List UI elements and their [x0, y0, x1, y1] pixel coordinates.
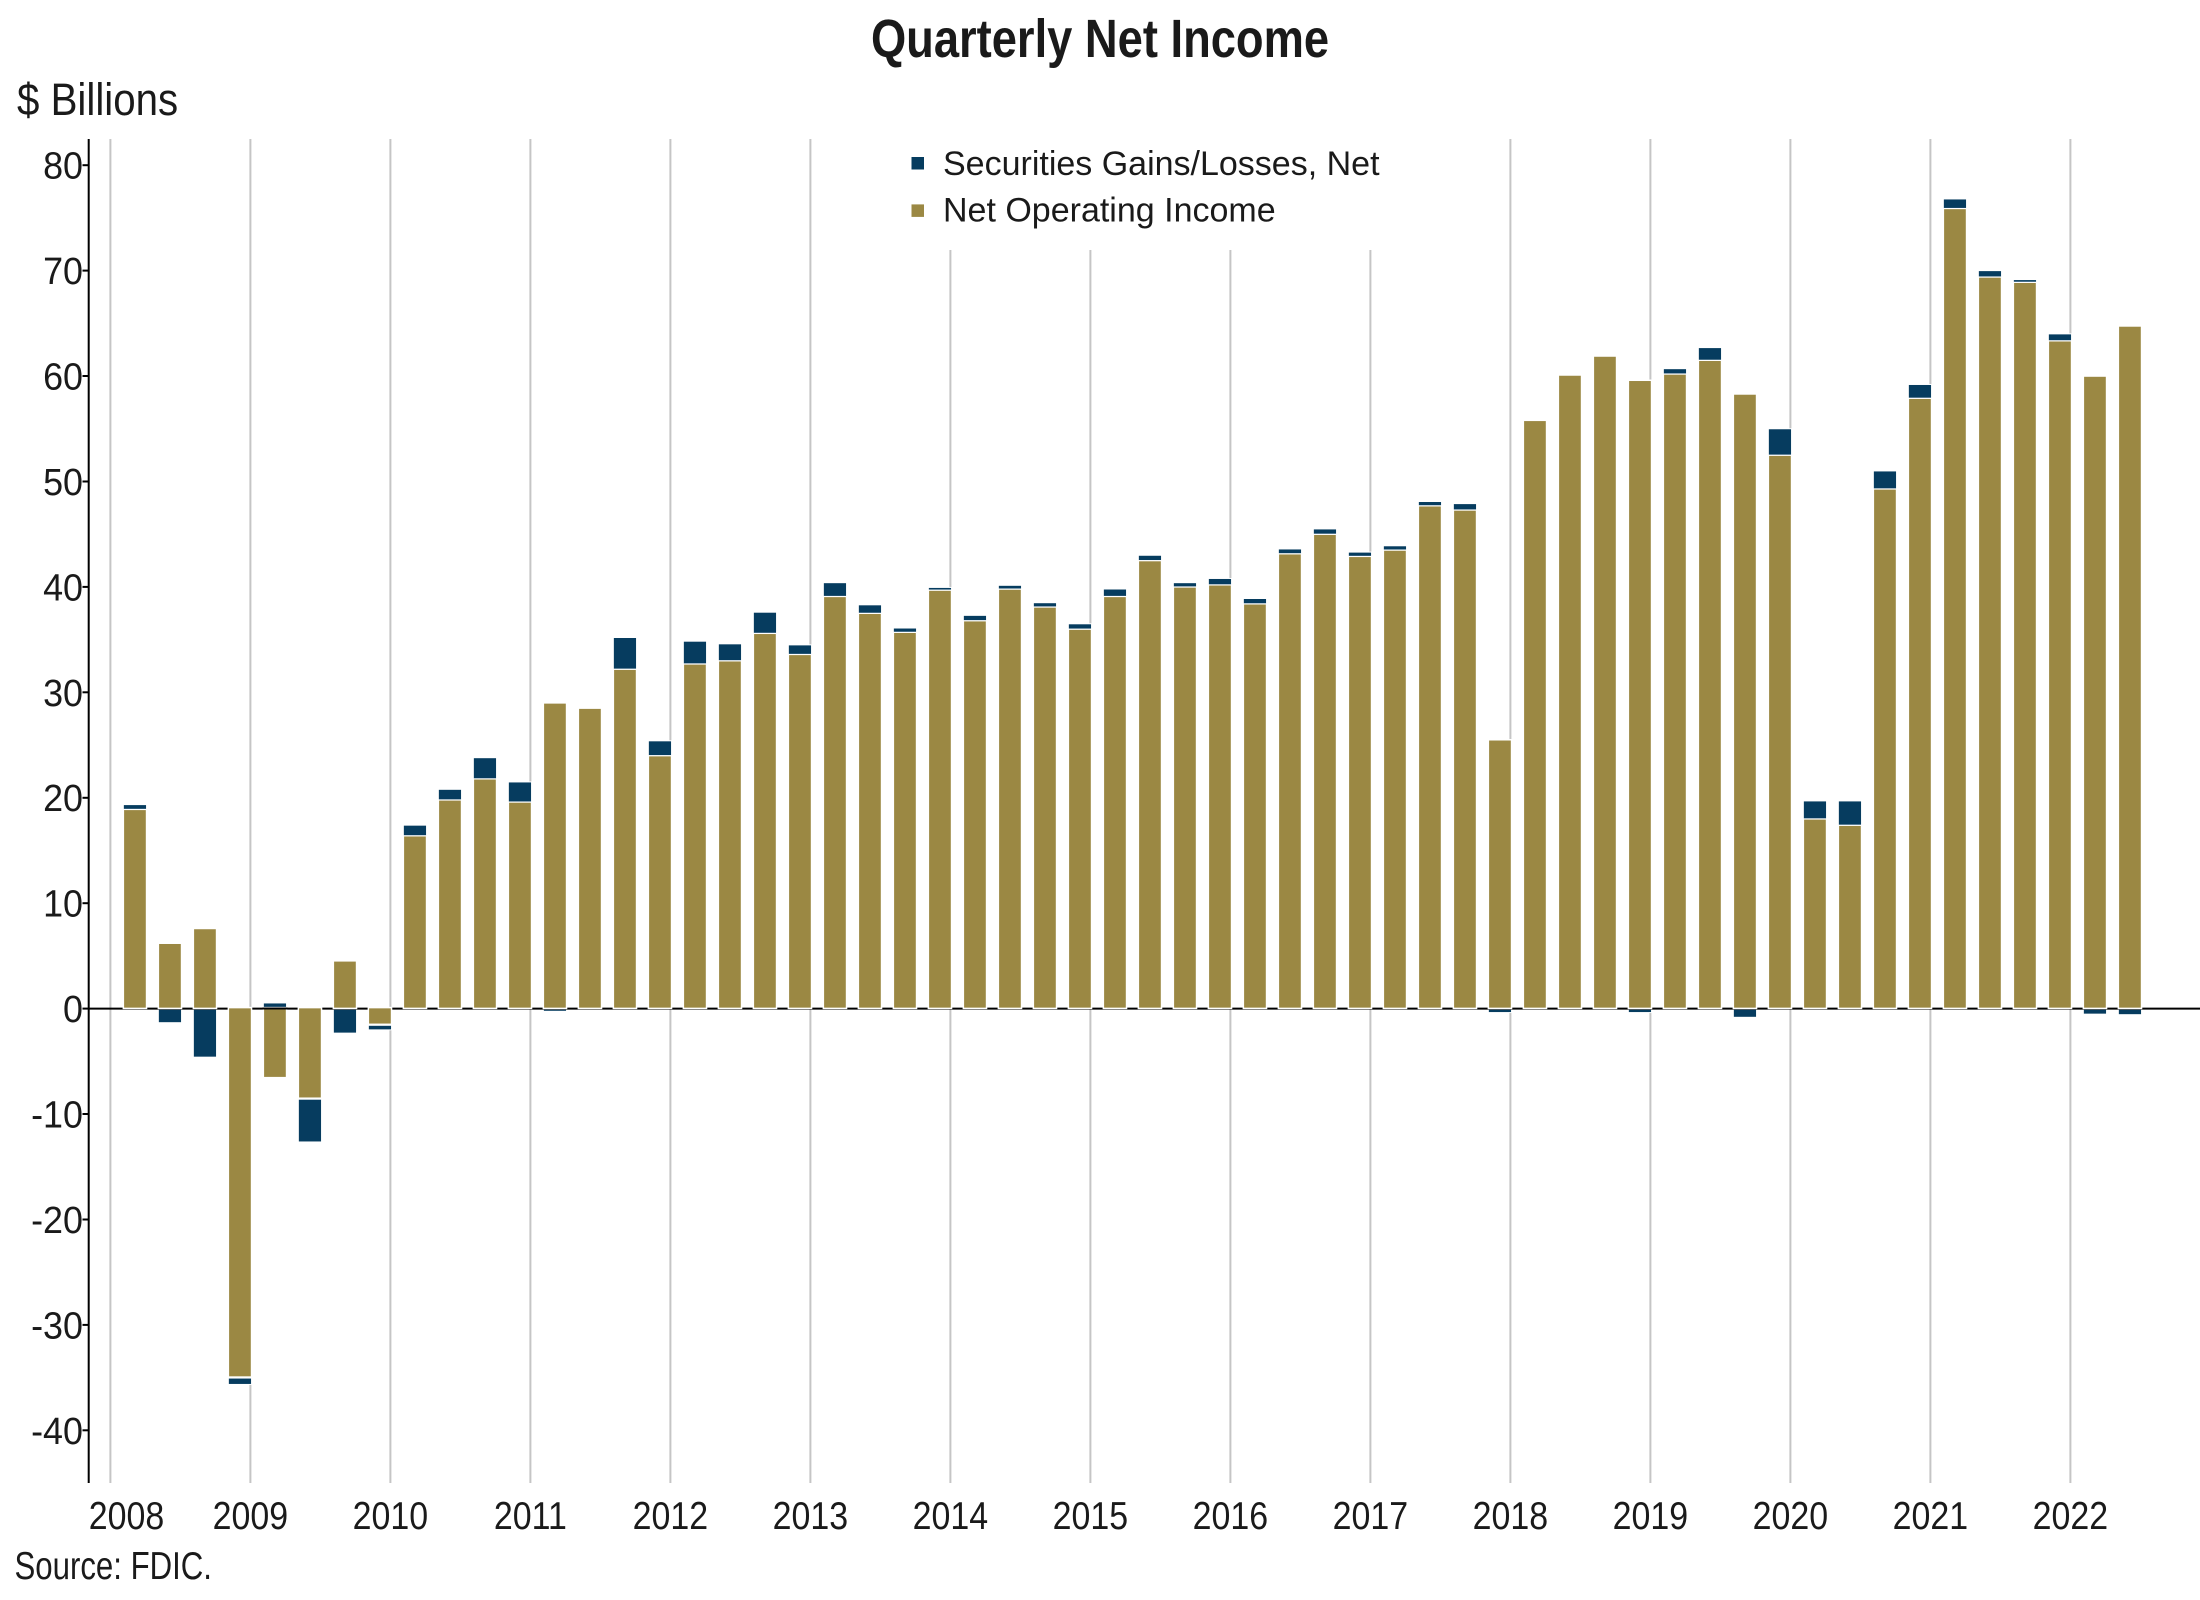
svg-text:-40: -40: [31, 1410, 83, 1452]
svg-text:2012: 2012: [633, 1494, 708, 1538]
svg-text:30: 30: [43, 672, 83, 714]
svg-text:2016: 2016: [1193, 1494, 1268, 1538]
svg-text:2010: 2010: [353, 1494, 428, 1538]
svg-text:10: 10: [43, 883, 83, 925]
svg-text:2021: 2021: [1893, 1494, 1968, 1538]
svg-text:0: 0: [63, 988, 83, 1030]
svg-text:60: 60: [43, 356, 83, 398]
svg-text:Net Operating Income: Net Operating Income: [943, 192, 1276, 230]
svg-text:2013: 2013: [773, 1494, 848, 1538]
svg-text:2011: 2011: [494, 1494, 567, 1538]
svg-text:2022: 2022: [2033, 1494, 2108, 1538]
svg-text:Securities Gains/Losses, Net: Securities Gains/Losses, Net: [943, 145, 1380, 183]
svg-text:-10: -10: [31, 1094, 83, 1136]
svg-text:2009: 2009: [213, 1494, 288, 1538]
svg-text:2018: 2018: [1473, 1494, 1548, 1538]
svg-text:-20: -20: [31, 1199, 83, 1241]
svg-text:Source: FDIC.: Source: FDIC.: [15, 1545, 212, 1588]
svg-text:2015: 2015: [1053, 1494, 1128, 1538]
svg-text:Quarterly Net Income: Quarterly Net Income: [871, 8, 1329, 69]
svg-text:2019: 2019: [1613, 1494, 1688, 1538]
svg-text:80: 80: [43, 145, 83, 187]
svg-text:$ Billions: $ Billions: [17, 75, 178, 126]
svg-text:20: 20: [43, 777, 83, 819]
svg-text:2020: 2020: [1753, 1494, 1828, 1538]
svg-text:-30: -30: [31, 1304, 83, 1346]
svg-text:2008: 2008: [89, 1494, 164, 1538]
svg-text:50: 50: [43, 461, 83, 503]
svg-text:40: 40: [43, 566, 83, 608]
svg-text:70: 70: [43, 250, 83, 292]
svg-text:2017: 2017: [1333, 1494, 1408, 1538]
svg-text:2014: 2014: [913, 1494, 988, 1538]
